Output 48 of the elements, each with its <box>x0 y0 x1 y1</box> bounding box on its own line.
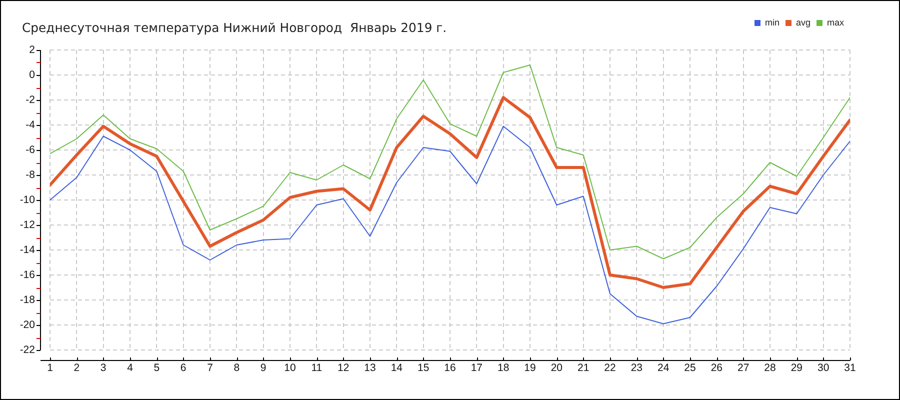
x-tick-label: 3 <box>100 362 106 374</box>
x-tick-label: 19 <box>524 362 536 374</box>
chart-title: Среднесуточная температура Нижний Новгород Январь 2019 г. <box>22 20 447 35</box>
x-tick-label: 14 <box>390 362 403 374</box>
y-tick-label: -4 <box>26 118 36 131</box>
x-tick-label: 9 <box>260 362 266 374</box>
x-tick-label: 7 <box>207 362 214 374</box>
y-tick-label: 0 <box>29 68 36 81</box>
x-tick-label: 23 <box>630 362 643 374</box>
y-tick-label: -18 <box>20 294 36 306</box>
x-tick-label: 25 <box>684 362 696 374</box>
x-tick-label: 27 <box>737 362 750 374</box>
y-tick-label: -2 <box>26 94 36 106</box>
x-tick-label: 28 <box>764 362 776 374</box>
x-tick-label: 20 <box>550 362 563 374</box>
x-tick-label: 12 <box>337 362 350 374</box>
x-tick-label: 15 <box>417 362 430 374</box>
x-tick-label: 18 <box>497 362 510 374</box>
x-tick-label: 31 <box>844 362 856 374</box>
x-tick-label: 26 <box>710 362 723 374</box>
y-tick-label: -22 <box>20 344 36 356</box>
y-tick-label: -14 <box>20 244 36 256</box>
x-tick-label: 5 <box>154 362 160 374</box>
x-tick-label: 29 <box>790 362 803 374</box>
x-tick-label: 6 <box>180 362 186 374</box>
x-tick-label: 21 <box>577 362 590 374</box>
y-tick-label: -20 <box>20 318 36 331</box>
x-tick-label: 1 <box>47 362 54 374</box>
legend-label: min <box>764 17 780 28</box>
x-tick-label: 30 <box>817 362 830 374</box>
y-tick-label: 2 <box>29 44 36 56</box>
x-tick-label: 4 <box>127 362 134 374</box>
y-tick-label: -10 <box>20 194 36 206</box>
legend-label: max <box>827 17 844 28</box>
x-tick-label: 2 <box>74 362 80 374</box>
legend-label: avg <box>796 17 810 28</box>
x-tick-label: 8 <box>234 362 240 374</box>
y-tick-label: -8 <box>26 168 36 181</box>
y-tick-label: -12 <box>20 218 36 231</box>
x-tick-label: 17 <box>470 362 483 374</box>
x-tick-label: 24 <box>657 362 670 374</box>
x-tick-label: 22 <box>604 362 616 374</box>
x-tick-label: 11 <box>311 362 322 374</box>
x-tick-label: 10 <box>284 362 296 374</box>
x-tick-label: 16 <box>444 362 456 374</box>
y-tick-label: -6 <box>26 144 36 156</box>
x-tick-label: 13 <box>364 362 376 374</box>
y-tick-label: -16 <box>20 268 36 281</box>
